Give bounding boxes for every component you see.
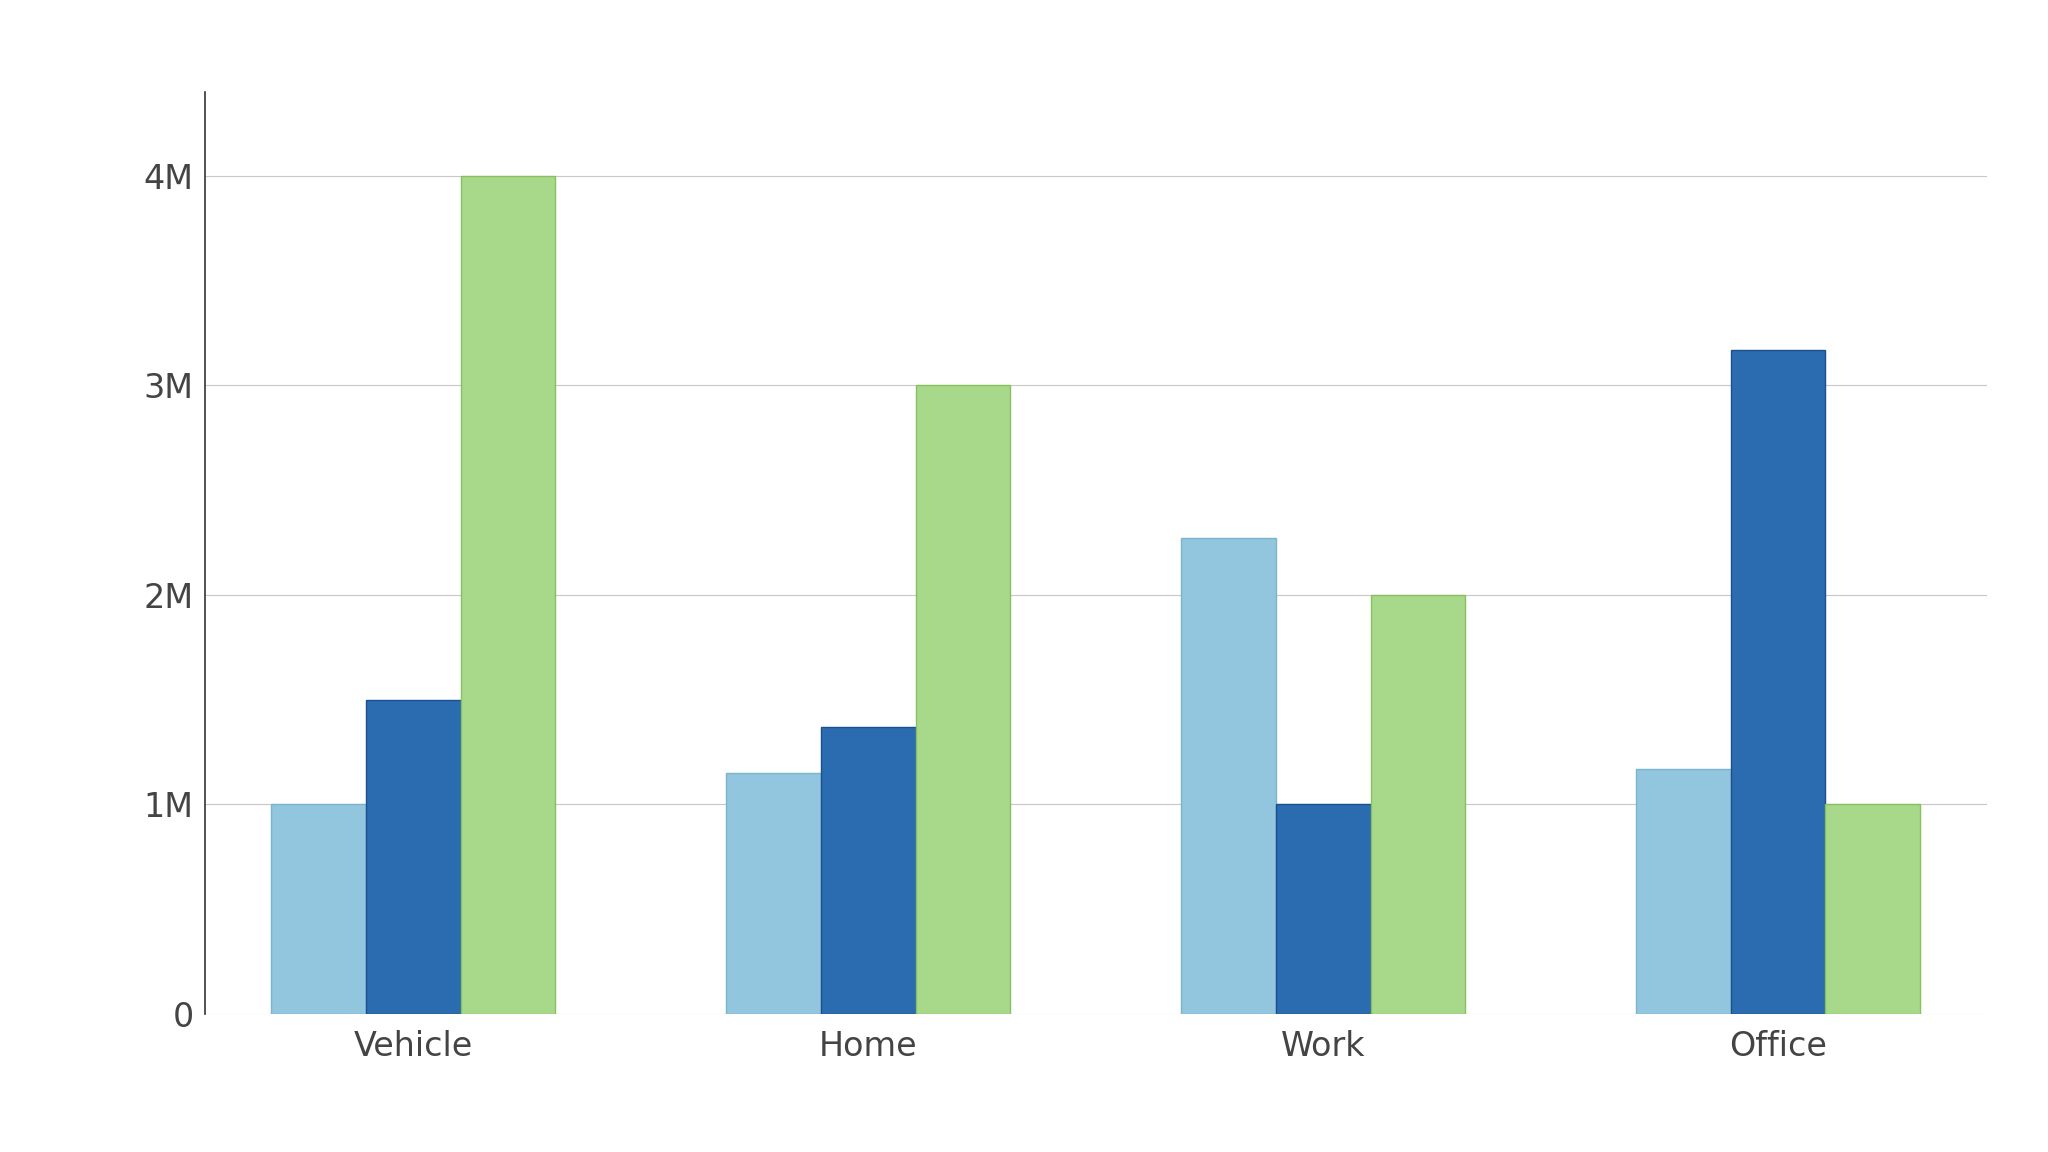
Bar [1182,538,1276,1014]
Bar [915,386,1010,1014]
Bar [270,804,367,1014]
Bar [367,699,461,1014]
Bar [1370,594,1464,1014]
Bar [1825,804,1921,1014]
Bar [727,773,821,1014]
Bar [1636,768,1731,1014]
Bar [1731,350,1825,1014]
Bar [1276,804,1370,1014]
Bar [821,727,915,1014]
Bar [461,176,555,1014]
